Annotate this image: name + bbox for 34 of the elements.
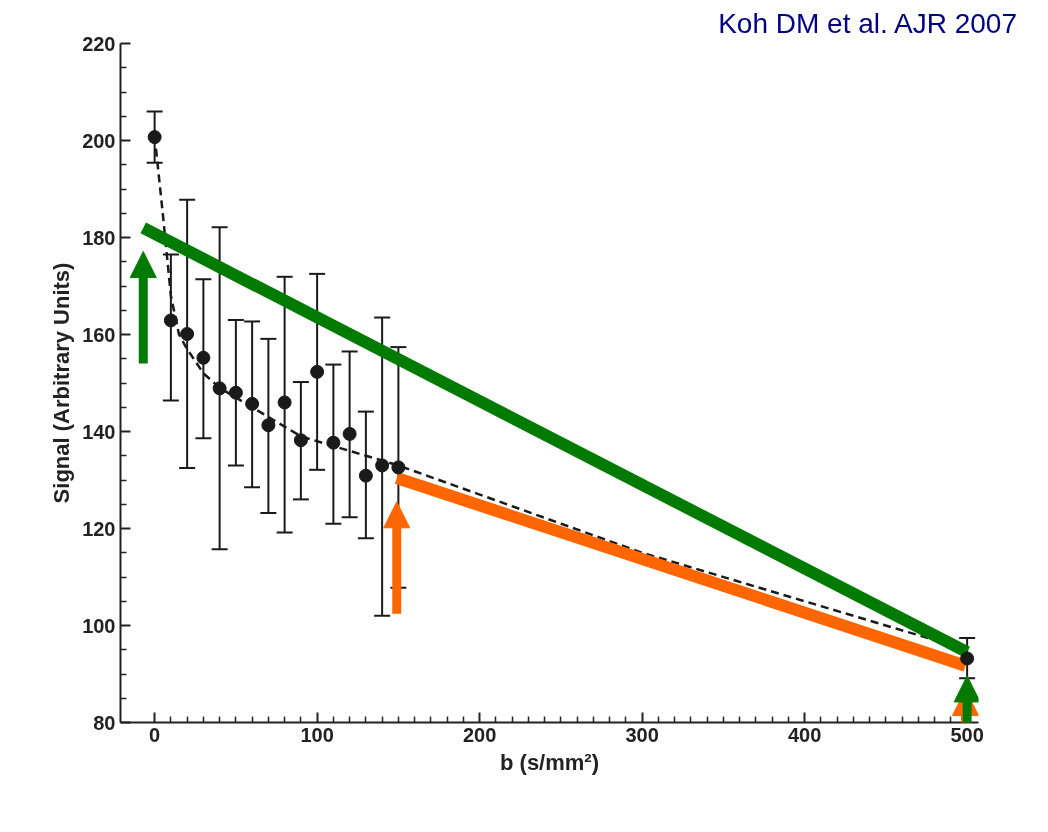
text: Koh DM et al. AJR 2007 — [718, 7, 1017, 39]
point — [310, 364, 325, 379]
y-tick-label: 160 — [82, 323, 116, 346]
point — [228, 385, 243, 400]
point — [375, 458, 390, 473]
x-tick-label: 200 — [462, 723, 497, 746]
point — [342, 426, 357, 441]
point — [358, 468, 373, 483]
x-tick-label: 0 — [149, 723, 161, 746]
y-tick-label: 100 — [82, 614, 116, 637]
point — [261, 418, 276, 433]
x-tick-label: 300 — [625, 723, 659, 746]
y-tick-label: 80 — [93, 711, 116, 734]
point — [196, 350, 211, 365]
x-tick-label: 500 — [950, 723, 984, 746]
x-tick-label: 100 — [300, 723, 334, 746]
y-tick-label: 180 — [82, 226, 116, 249]
point — [277, 395, 292, 410]
point — [180, 327, 195, 341]
point — [212, 381, 227, 396]
point — [391, 460, 406, 475]
y-tick-label: 140 — [82, 420, 116, 443]
y-tick-label: 200 — [82, 129, 116, 152]
point — [245, 396, 260, 411]
point — [960, 651, 975, 666]
y-tick-label: 120 — [82, 517, 116, 540]
y-axis-title: Signal (Arbitrary Units) — [49, 262, 75, 504]
point — [147, 130, 162, 145]
point — [326, 435, 341, 450]
point — [163, 313, 178, 328]
x-tick-label: 400 — [787, 723, 822, 746]
x-axis-title: b (s/mm²) — [500, 749, 599, 775]
y-tick-label: 220 — [82, 32, 116, 55]
point — [293, 433, 308, 448]
